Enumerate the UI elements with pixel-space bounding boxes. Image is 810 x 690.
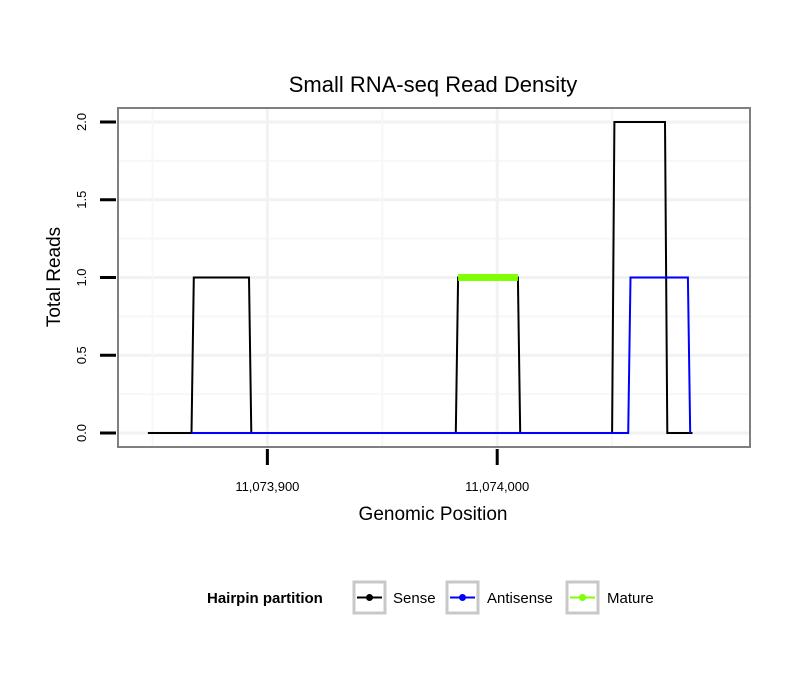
legend-item-mature: Mature [565, 580, 654, 615]
chart-title: Small RNA-seq Read Density [289, 72, 578, 97]
panel-border [117, 107, 751, 448]
legend-item-sense: Sense [352, 580, 436, 615]
x-tick-label: 11,074,000 [465, 479, 529, 494]
x-axis: 11,073,900 11,074,000 [235, 449, 529, 494]
legend-item-antisense: Antisense [445, 580, 553, 615]
legend: Hairpin partition Sense Antisense Mature [207, 580, 654, 615]
y-tick-label: 2.0 [74, 113, 89, 131]
legend-label-mature: Mature [607, 590, 654, 607]
legend-key-point-sense [366, 594, 373, 601]
series-line-antisense [191, 276, 692, 434]
y-tick-label: 1.0 [74, 268, 89, 286]
series-layer [147, 121, 693, 434]
x-tick-label: 11,073,900 [235, 479, 299, 494]
legend-key-point-antisense [459, 594, 466, 601]
legend-key-point-mature [579, 594, 586, 601]
y-tick-label: 1.5 [74, 191, 89, 209]
y-axis: 0.0 0.5 1.0 1.5 2.0 [74, 113, 116, 442]
x-axis-title: Genomic Position [359, 504, 508, 525]
y-tick-label: 0.5 [74, 346, 89, 364]
legend-label-antisense: Antisense [487, 590, 553, 607]
y-axis-title: Total Reads [44, 227, 65, 327]
legend-title: Hairpin partition [207, 590, 323, 607]
y-tick-label: 0.0 [74, 424, 89, 442]
legend-label-sense: Sense [393, 590, 436, 607]
